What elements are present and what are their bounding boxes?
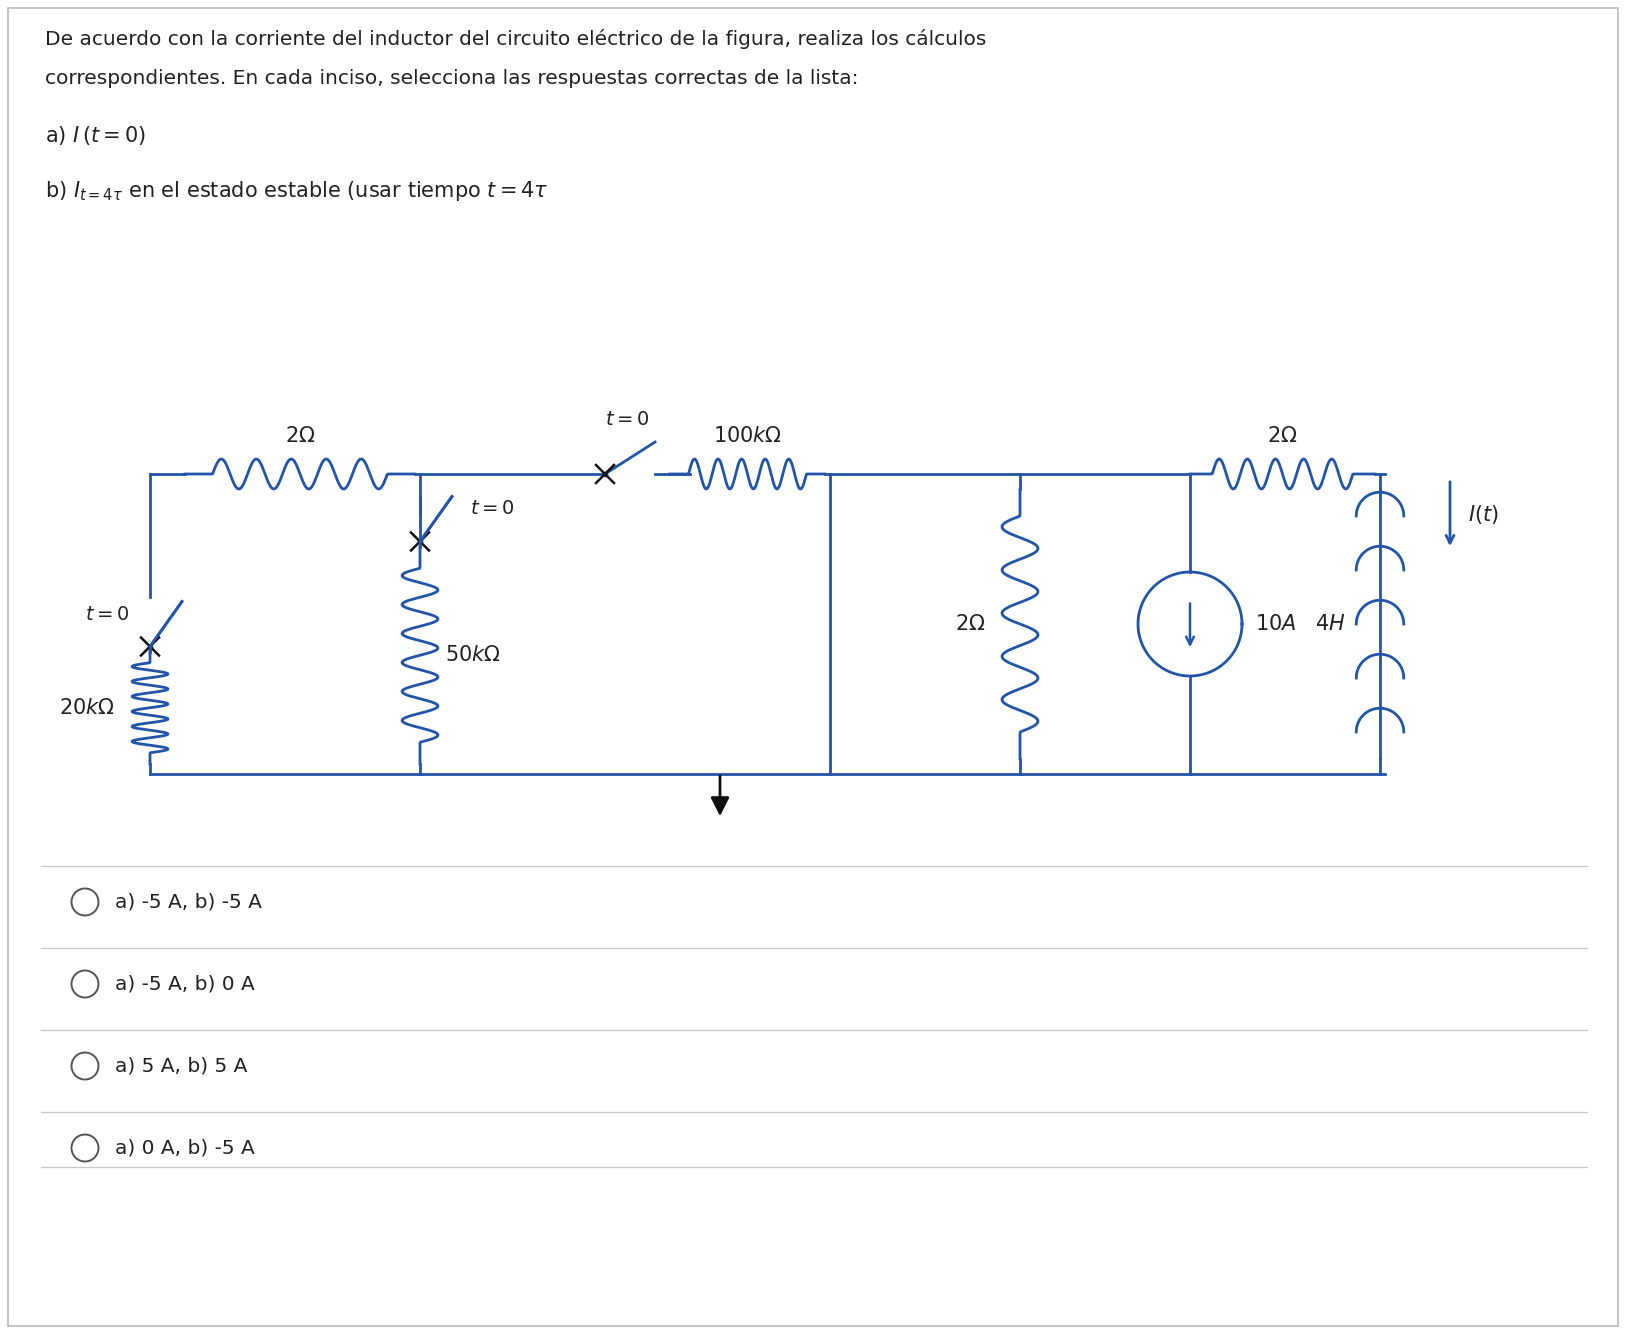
Text: a) $I\,(t=0)$: a) $I\,(t=0)$	[46, 124, 147, 147]
Text: $2\Omega$: $2\Omega$	[1267, 426, 1298, 446]
Text: $100k\Omega$: $100k\Omega$	[713, 426, 781, 446]
Text: a) -5 A, b) 0 A: a) -5 A, b) 0 A	[116, 975, 254, 994]
Text: $t=0$: $t=0$	[85, 604, 130, 623]
Text: a) 5 A, b) 5 A: a) 5 A, b) 5 A	[116, 1057, 247, 1075]
Text: $50k\Omega$: $50k\Omega$	[444, 646, 501, 666]
Text: a) 0 A, b) -5 A: a) 0 A, b) -5 A	[116, 1138, 254, 1158]
Text: a) -5 A, b) -5 A: a) -5 A, b) -5 A	[116, 892, 262, 911]
Text: $20k\Omega$: $20k\Omega$	[59, 698, 116, 718]
Text: $2\Omega$: $2\Omega$	[285, 426, 316, 446]
Text: De acuerdo con la corriente del inductor del circuito eléctrico de la figura, re: De acuerdo con la corriente del inductor…	[46, 29, 987, 49]
Text: $t=0$: $t=0$	[470, 499, 514, 519]
Text: $10A$: $10A$	[1255, 614, 1296, 634]
Text: b) $I_{t=4\tau}$ en el estado estable (usar tiempo $t = 4\tau$: b) $I_{t=4\tau}$ en el estado estable (u…	[46, 179, 549, 203]
Text: $2\Omega$: $2\Omega$	[954, 614, 985, 634]
Text: $I(t)$: $I(t)$	[1468, 503, 1499, 526]
Text: $t=0$: $t=0$	[604, 410, 650, 430]
Text: $4H$: $4H$	[1314, 614, 1345, 634]
Text: correspondientes. En cada inciso, selecciona las respuestas correctas de la list: correspondientes. En cada inciso, selecc…	[46, 69, 858, 88]
